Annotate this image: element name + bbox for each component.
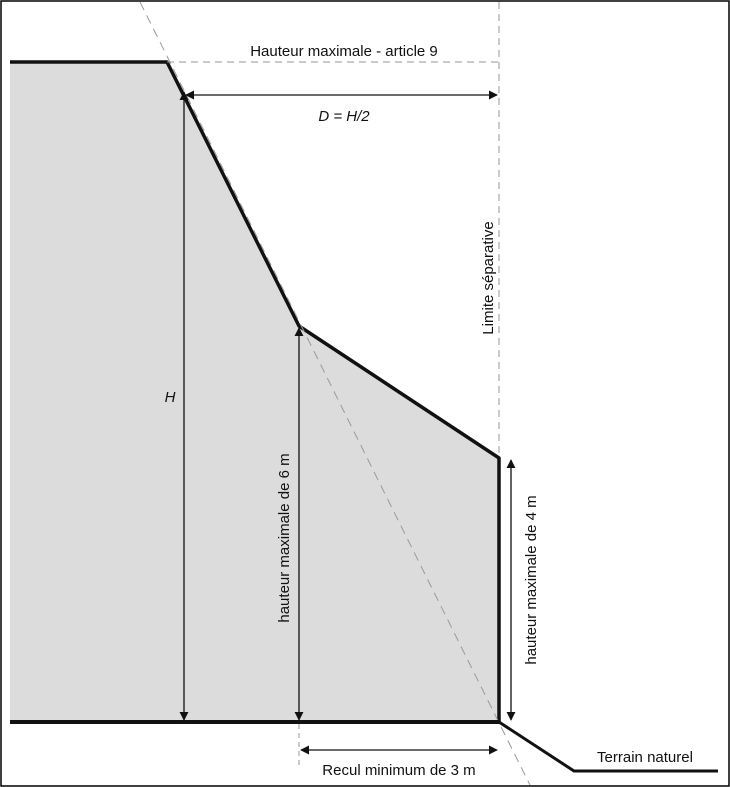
h-label: H (165, 389, 176, 406)
envelope-outline (10, 60, 501, 722)
separation-limit-label: Limite séparative (480, 221, 497, 334)
natural-terrain-line (498, 720, 718, 773)
min-setback-label: Recul minimum de 3 m (322, 762, 475, 779)
max-height-4m-label: hauteur maximale de 4 m (523, 495, 540, 664)
max-height-6m-label: hauteur maximale de 6 m (276, 453, 293, 622)
prospect-diagonal-line (139, 1, 531, 786)
distance-formula-label: D = H/2 (318, 108, 370, 125)
natural-ground-label: Terrain naturel (597, 749, 693, 766)
building-envelope (10, 62, 499, 722)
max-height-label: Hauteur maximale - article 9 (250, 43, 438, 60)
